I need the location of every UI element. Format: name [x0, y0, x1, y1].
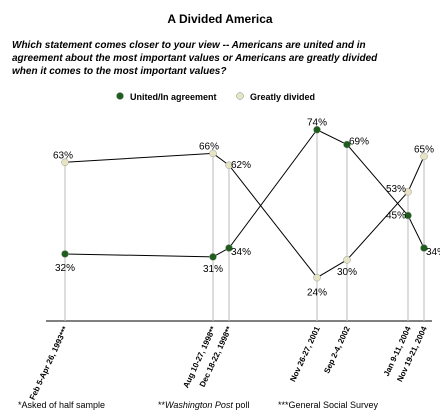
- footnote-part: poll: [233, 400, 250, 410]
- value-label: 66%: [199, 141, 219, 152]
- value-label: 53%: [386, 184, 406, 195]
- data-point: [343, 140, 351, 149]
- footnote: ***General Social Survey: [278, 400, 379, 410]
- data-point: [209, 253, 217, 261]
- value-label: 69%: [349, 137, 369, 148]
- data-point: [225, 161, 233, 169]
- value-label: 34%: [426, 247, 440, 258]
- value-label: 65%: [414, 144, 434, 155]
- value-label: 32%: [55, 263, 75, 274]
- x-tick-label: Sep 2-4, 2002: [322, 325, 352, 375]
- x-tick-label: Feb 5-Apr 26, 1993***: [28, 324, 70, 401]
- data-point: [61, 250, 69, 258]
- value-label: 24%: [307, 288, 327, 299]
- data-point: [61, 158, 69, 167]
- footnote-part: Washington Post: [165, 400, 233, 410]
- data-point: [343, 256, 351, 264]
- chart-title: A Divided America: [167, 12, 272, 26]
- legend-marker: [236, 92, 244, 100]
- legend-label: United/In agreement: [130, 92, 217, 102]
- value-label: 74%: [307, 118, 327, 129]
- subtitle-line: Which statement comes closer to your vie…: [12, 40, 366, 51]
- x-tick-label: Nov 26-27, 2001: [288, 325, 322, 384]
- legend-label: Greatly divided: [250, 92, 315, 102]
- value-label: 62%: [231, 160, 251, 171]
- subtitle-line: when it comes to the most important valu…: [12, 66, 226, 77]
- value-label: 30%: [337, 267, 357, 278]
- subtitle-line: agreement about the most important value…: [12, 53, 378, 64]
- data-point: [313, 273, 321, 282]
- series-line: [64, 129, 425, 258]
- legend: United/In agreement Greatly divided: [116, 92, 315, 102]
- value-label: 45%: [386, 211, 406, 222]
- data-point: [209, 149, 217, 158]
- data-point: [225, 244, 233, 252]
- legend-marker: [116, 92, 124, 100]
- footnote: *Asked of half sample: [18, 400, 105, 410]
- data-point: [420, 244, 428, 252]
- data-point: [420, 152, 428, 161]
- data-point: [313, 125, 321, 134]
- data-point: [404, 211, 412, 220]
- footnote: **Washington Post poll: [158, 400, 249, 410]
- footnote-part: **: [158, 400, 166, 410]
- subtitle: Which statement comes closer to your vie…: [12, 40, 378, 77]
- value-label: 34%: [231, 247, 251, 258]
- data-point: [404, 188, 412, 196]
- value-label: 63%: [53, 150, 73, 161]
- value-label: 31%: [203, 264, 223, 275]
- footnotes: *Asked of half sample **Washington Post p…: [18, 400, 379, 410]
